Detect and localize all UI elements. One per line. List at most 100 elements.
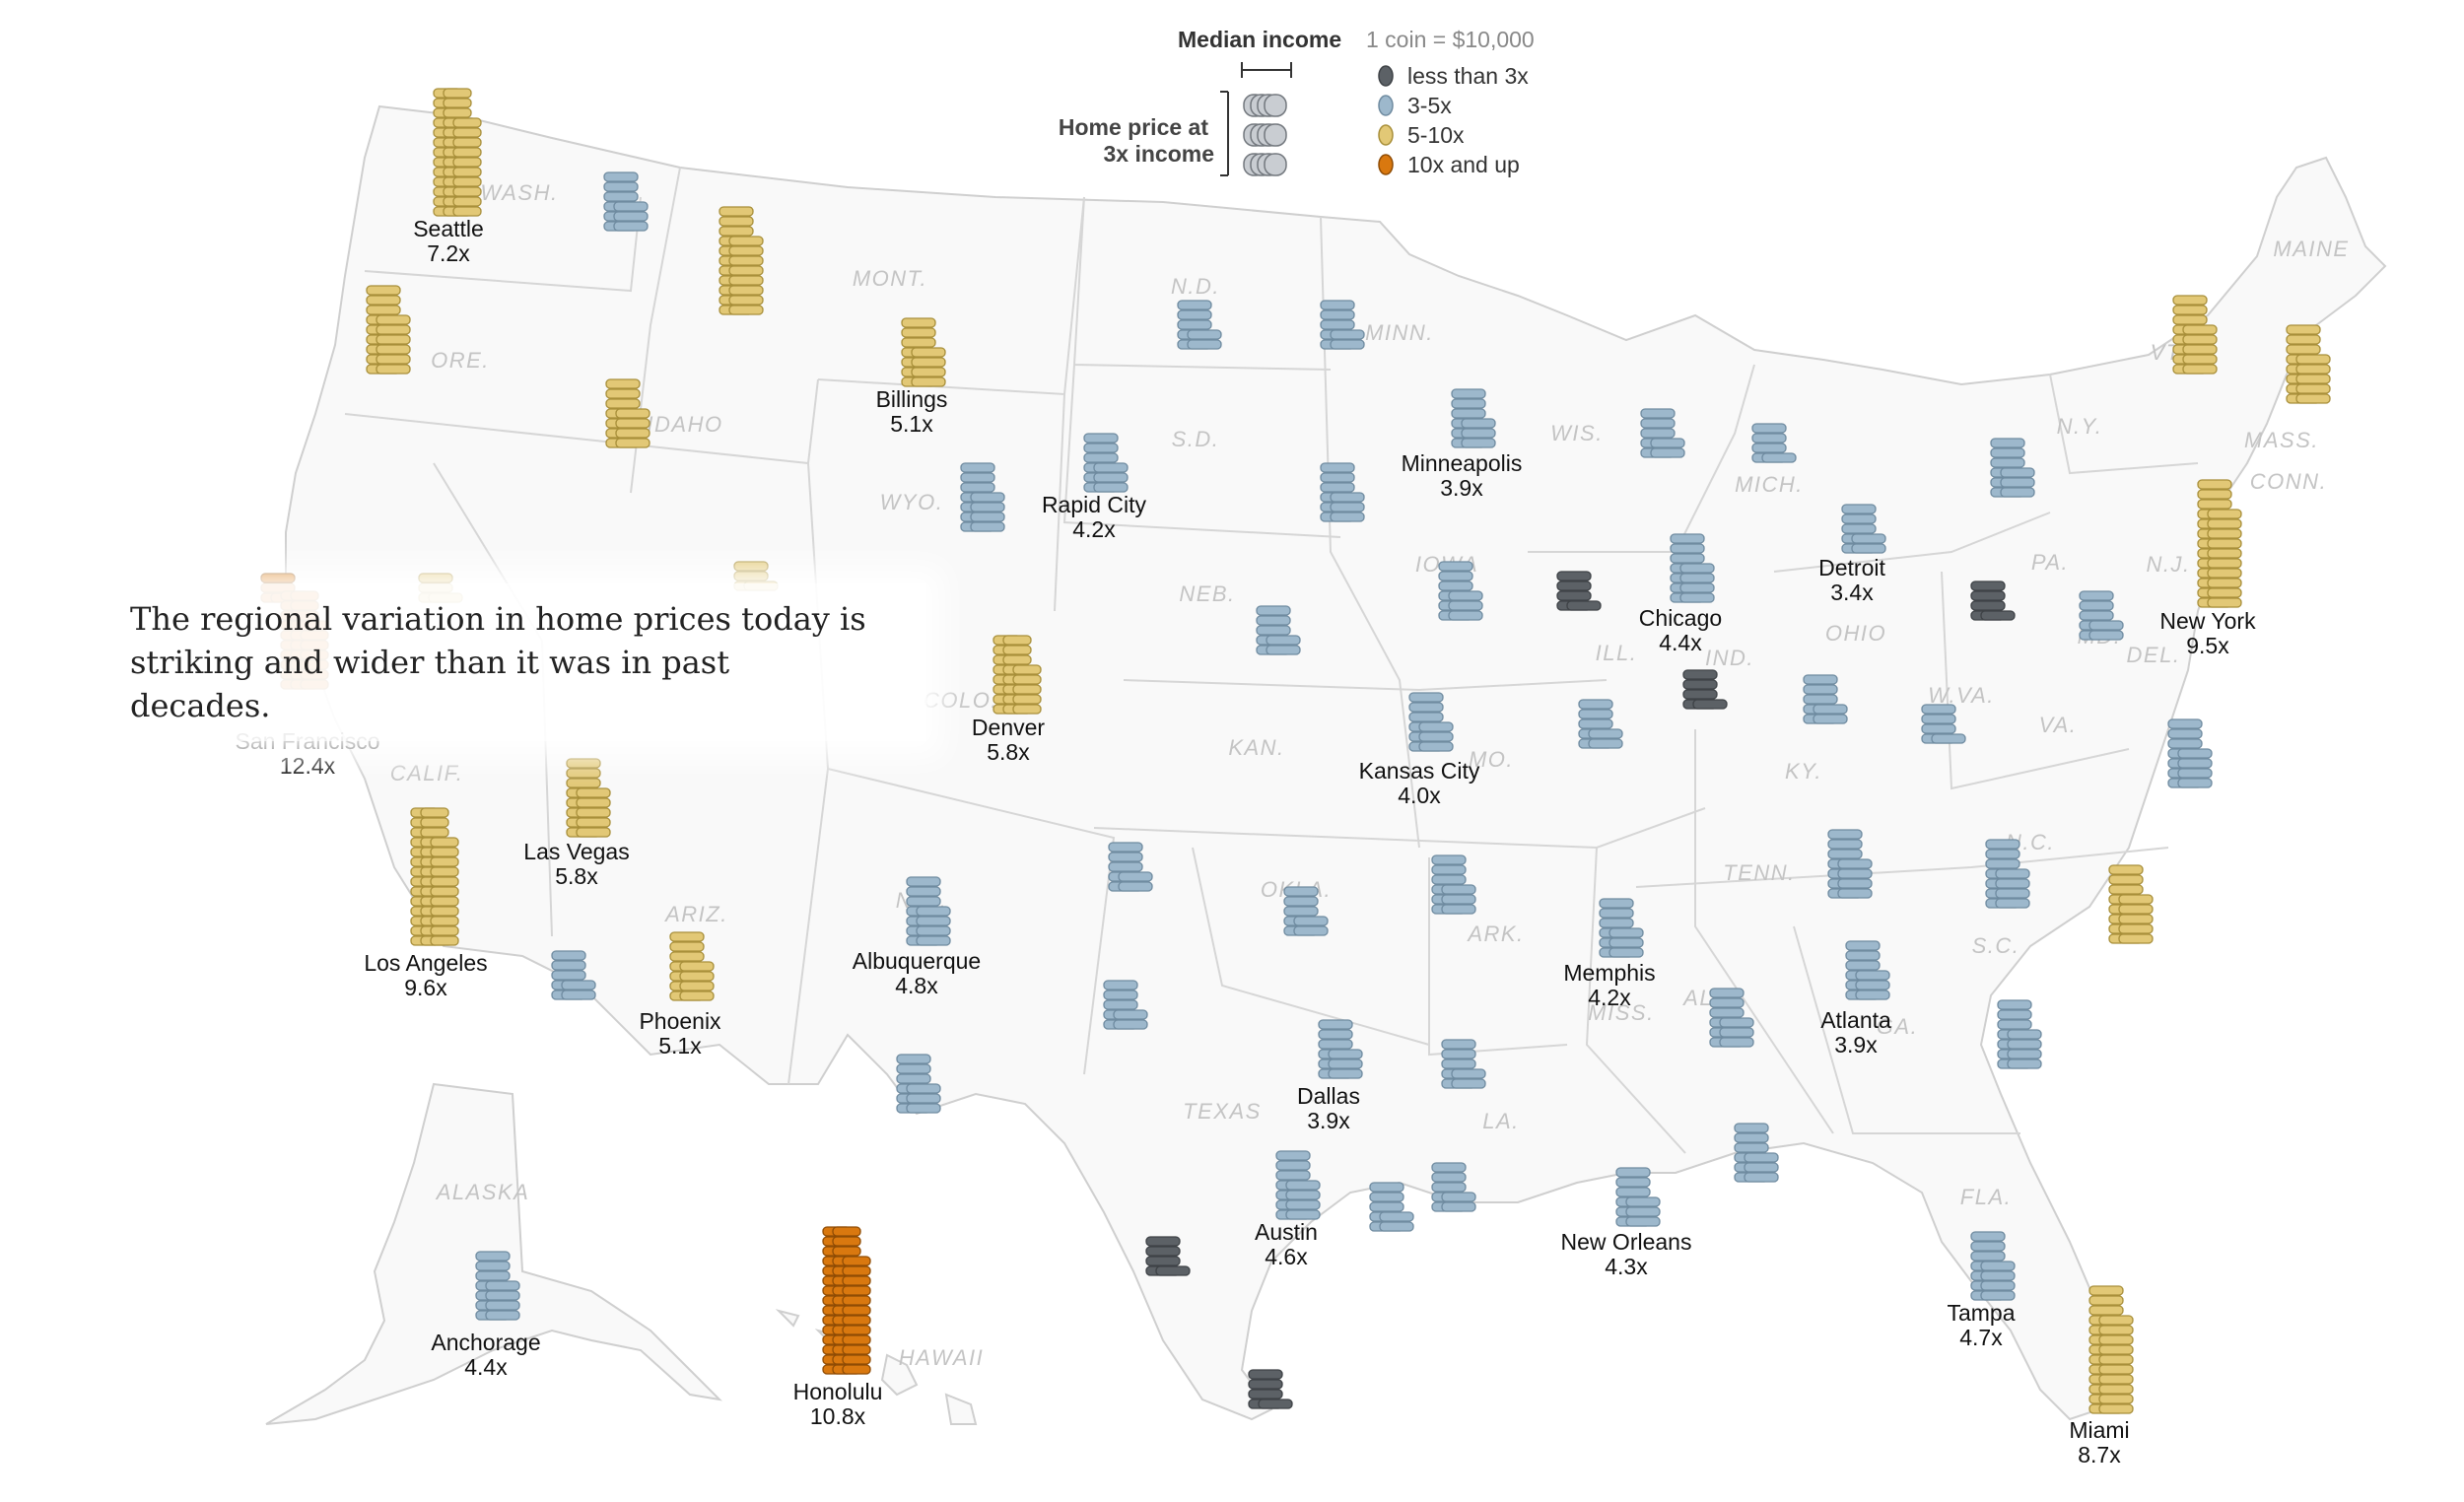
coin [452, 196, 482, 207]
coin [1369, 1182, 1404, 1193]
city-ratio: 7.2x [427, 240, 470, 266]
city-ratio: 4.2x [1588, 985, 1631, 1010]
coin [1320, 309, 1355, 320]
city-ratio: 9.6x [404, 975, 447, 1000]
city-ratio: 4.2x [1072, 516, 1116, 542]
coin [2207, 548, 2242, 559]
coin [1985, 849, 2020, 859]
coin [842, 1285, 871, 1296]
coin [916, 906, 951, 917]
coin [2088, 1295, 2124, 1306]
city-ratio: 9.5x [2186, 633, 2229, 658]
coin [1438, 580, 1473, 591]
coin [1283, 906, 1319, 917]
state-label: TENN. [1723, 860, 1796, 885]
coin-stack [1145, 1236, 1191, 1276]
coin [2088, 1305, 2124, 1316]
state-label: ORE. [431, 348, 490, 373]
coin [842, 1315, 871, 1326]
coin [1719, 1037, 1754, 1048]
coin [2207, 509, 2242, 519]
coin [1441, 884, 1476, 895]
border-pa-va [1941, 571, 2130, 790]
coin [485, 1300, 520, 1311]
coin [430, 876, 459, 887]
coin [2088, 1285, 2124, 1296]
legend-swatch [1378, 65, 1394, 87]
coin-stack [1256, 605, 1301, 655]
coin [2098, 1403, 2134, 1414]
coin [1608, 947, 1644, 958]
coin [2295, 364, 2331, 375]
border-oh-pa [1773, 512, 2051, 573]
coin [719, 206, 754, 217]
coin [1608, 927, 1644, 938]
coin [1827, 839, 1863, 850]
coin [1330, 339, 1365, 350]
coin [2098, 1334, 2134, 1345]
coin [1431, 1162, 1467, 1173]
coin [1103, 999, 1138, 1010]
coin [1556, 580, 1592, 591]
border-ok-tx [1192, 847, 1430, 1046]
state-label: OHIO [1825, 621, 1886, 646]
coin [1093, 462, 1129, 473]
coin [2098, 1384, 2134, 1395]
coin [1293, 916, 1329, 926]
state-borders [344, 167, 2199, 1154]
coin [728, 236, 764, 246]
coin [452, 186, 482, 197]
coin [1855, 970, 1890, 981]
coin [1451, 1068, 1486, 1079]
border-co-nm [827, 768, 1116, 1075]
coin [561, 990, 596, 1000]
coin [901, 327, 936, 338]
coin [2098, 1374, 2134, 1385]
coin [669, 931, 705, 942]
coin [1855, 990, 1890, 1000]
coin-stack-rapid-city [1083, 433, 1129, 493]
coin [2108, 884, 2144, 895]
coin [1588, 738, 1623, 749]
coin [485, 1280, 520, 1291]
city-name: New Orleans [1561, 1229, 1692, 1255]
coin [566, 778, 601, 788]
coin [1330, 329, 1365, 340]
coin [1625, 1206, 1661, 1217]
coin [901, 317, 936, 328]
coin [1438, 561, 1473, 572]
coin [1248, 1369, 1283, 1380]
state-label: ARK. [1466, 922, 1524, 946]
coin [1980, 1270, 2016, 1281]
coin [1980, 610, 2016, 621]
coin [1970, 600, 2006, 611]
coin [1803, 684, 1838, 695]
coin [2098, 1354, 2134, 1365]
legend-unit-note: 1 coin = $10,000 [1366, 27, 1535, 52]
coin [906, 1093, 941, 1104]
coin [2197, 489, 2232, 500]
coin [1187, 339, 1222, 350]
legend-coin-width-bracket [1241, 62, 1292, 78]
coin [1320, 319, 1355, 330]
coin [2286, 324, 2321, 335]
coin-stack [1320, 300, 1365, 350]
coin-stack [1640, 408, 1685, 458]
coin [2108, 874, 2144, 885]
coin [1845, 950, 1881, 961]
coin [2182, 354, 2218, 365]
coin-stack [1578, 699, 1623, 749]
city-ratio: 5.1x [658, 1033, 702, 1058]
coin [1145, 1246, 1181, 1257]
coin [1103, 980, 1138, 990]
coin [561, 980, 596, 990]
coin [1841, 504, 1877, 514]
border-sd-ne [1062, 364, 1341, 538]
legend: Median income 1 coin = $10,000 Home pric… [1059, 27, 1535, 177]
city-name: Albuquerque [853, 948, 981, 974]
coin [2286, 334, 2321, 345]
coin [2286, 344, 2321, 355]
legend-item-label: 10x and up [1407, 152, 1520, 177]
coin [1980, 1280, 2016, 1291]
coin [376, 334, 411, 345]
